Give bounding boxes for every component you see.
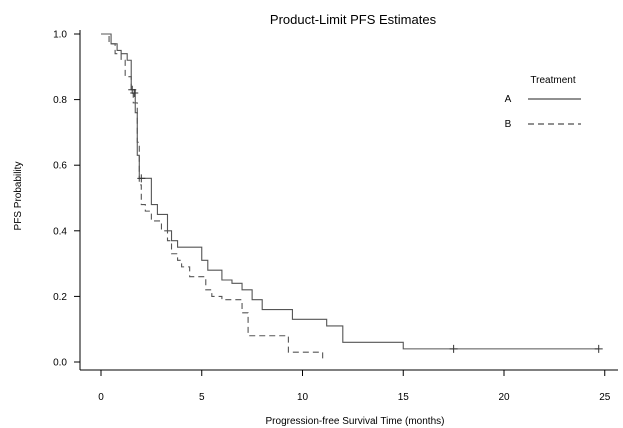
censor-marks: [128, 85, 603, 353]
y-ticks: 0.0 0.2 0.4 0.6 0.8 1.0: [53, 30, 80, 369]
censor-mark-b: [130, 89, 139, 98]
y-tick-label: 0.6: [53, 161, 67, 172]
series-layer: [101, 33, 599, 362]
censor-mark-a: [137, 174, 146, 183]
x-tick-label: 10: [297, 392, 309, 403]
y-tick-label: 0.0: [53, 358, 67, 369]
x-tick-label: 0: [98, 392, 104, 403]
x-axis-title: Progression-free Survival Time (months): [266, 416, 445, 427]
y-tick-label: 1.0: [53, 30, 67, 41]
x-tick-label: 20: [498, 392, 510, 403]
censor-mark-a: [128, 85, 137, 94]
censor-mark-a: [449, 344, 458, 353]
x-tick-label: 5: [199, 392, 205, 403]
x-ticks: 0 5 10 15 20 25: [98, 370, 611, 403]
censor-mark-a: [594, 344, 603, 353]
legend-title: Treatment: [530, 75, 575, 86]
legend-label-a: A: [505, 94, 512, 105]
series-a-curve: [101, 33, 599, 350]
x-tick-label: 15: [398, 392, 410, 403]
axes: [79, 30, 618, 371]
chart-title: Product-Limit PFS Estimates: [270, 12, 437, 27]
y-tick-label: 0.8: [53, 95, 67, 106]
legend: Treatment A B: [505, 75, 581, 130]
y-axis-title: PFS Probability: [13, 162, 24, 231]
x-tick-label: 25: [599, 392, 611, 403]
y-tick-label: 0.4: [53, 226, 67, 237]
series-b-curve: [101, 33, 324, 362]
legend-label-b: B: [505, 119, 512, 130]
y-tick-label: 0.2: [53, 292, 67, 303]
